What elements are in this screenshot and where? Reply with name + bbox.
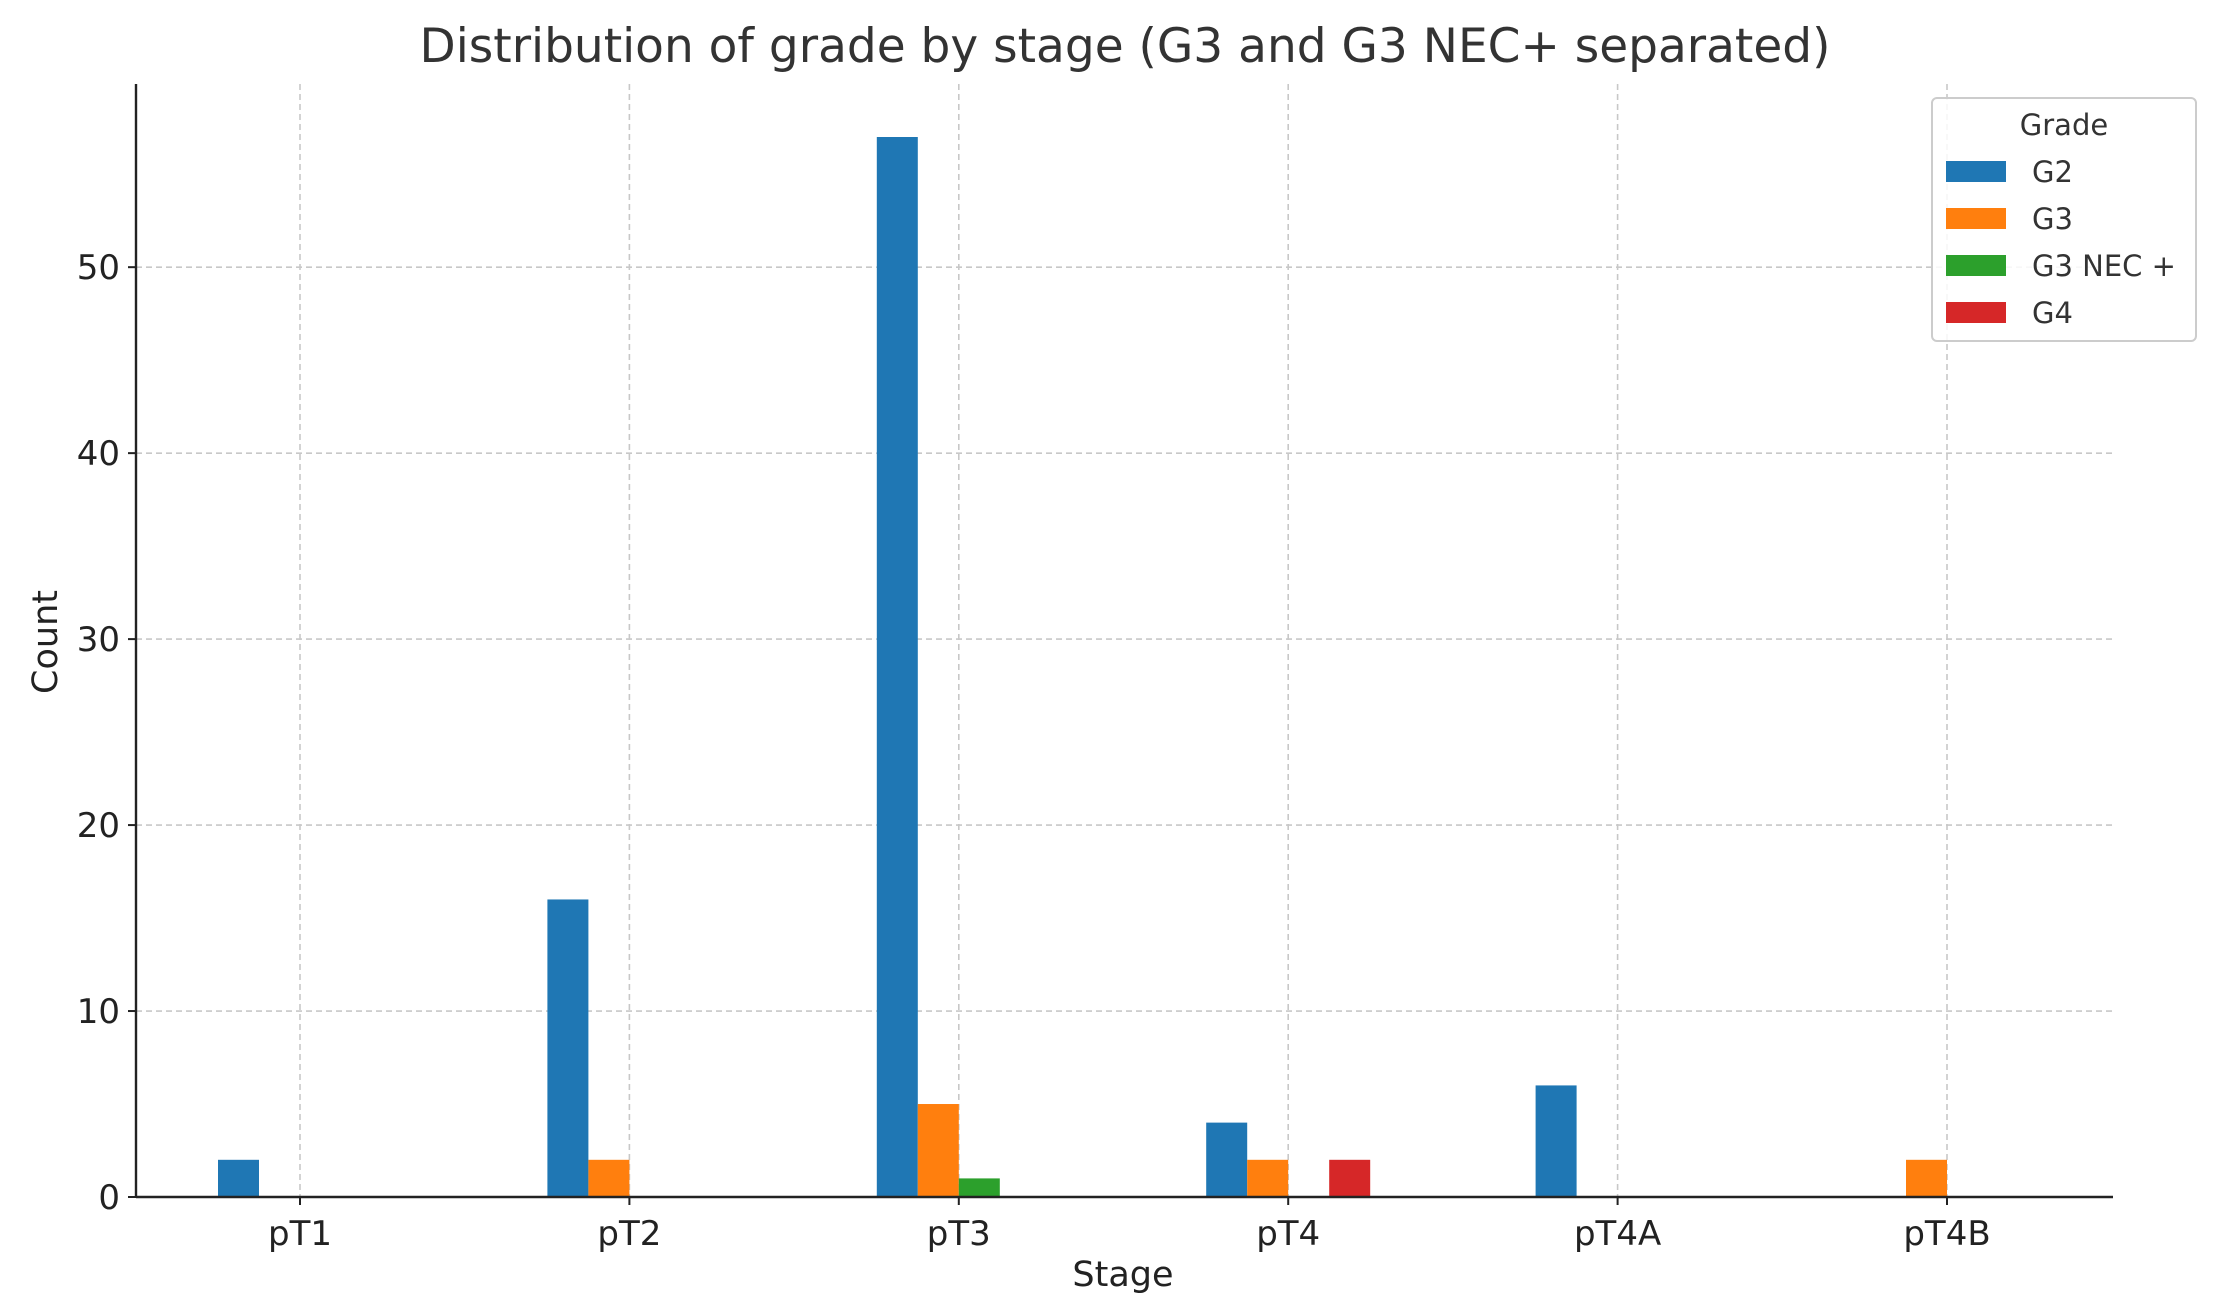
- bar-g3-pt2: [588, 1159, 630, 1197]
- bar-g4-pt4: [1329, 1159, 1371, 1197]
- legend-frame: [1931, 97, 2197, 342]
- legend-swatch: [1946, 302, 2006, 323]
- legend-label: G3 NEC +: [2032, 249, 2176, 283]
- x-tick-label: pT1: [268, 1214, 332, 1254]
- legend-items: G2 G3 G3 NEC + G4: [1946, 155, 2176, 330]
- bar-g3-pt3: [917, 1104, 959, 1197]
- y-tick-label: 0: [98, 1178, 120, 1218]
- x-tick-label: pT4B: [1903, 1214, 1990, 1254]
- bar-g2-pt4: [1206, 1122, 1248, 1197]
- bar-g2-pt3: [876, 137, 918, 1197]
- bar-g3-pt4b: [1906, 1159, 1947, 1197]
- y-tick-label: 50: [77, 248, 120, 288]
- y-axis-label: Count: [26, 590, 66, 694]
- legend-swatch: [1946, 208, 2006, 229]
- bar-g2-pt1: [218, 1159, 259, 1197]
- x-tick-label: pT3: [927, 1214, 991, 1254]
- legend: Grade G2 G3 G3 NEC + G4: [1931, 97, 2197, 342]
- legend-swatch: [1946, 255, 2006, 276]
- ticks-layer: 0 10 20 30 40 50 pT1 pT2 pT3 pT4 pT4A pT4B: [77, 248, 1991, 1254]
- y-tick-label: 10: [77, 992, 120, 1032]
- y-tick-label: 30: [77, 620, 120, 660]
- legend-label: G2: [2032, 155, 2073, 189]
- legend-swatch: [1946, 161, 2006, 182]
- x-axis-label: Stage: [1072, 1255, 1173, 1295]
- chart-title: Distribution of grade by stage (G3 and G…: [420, 19, 1831, 74]
- y-tick-label: 20: [77, 806, 120, 846]
- x-tick-label: pT4: [1256, 1214, 1320, 1254]
- legend-label: G4: [2032, 296, 2073, 330]
- x-tick-label: pT4A: [1574, 1214, 1661, 1254]
- bar-g2-pt2: [547, 899, 589, 1197]
- y-tick-label: 40: [77, 434, 120, 474]
- bar-g2-pt4a: [1535, 1085, 1577, 1197]
- legend-title: Grade: [2020, 108, 2108, 142]
- bars-layer: [218, 137, 1947, 1197]
- x-tick-label: pT2: [597, 1214, 661, 1254]
- legend-label: G3: [2032, 202, 2073, 236]
- bar-g3-pt4: [1247, 1159, 1289, 1197]
- bar-g3-nec-pt3: [958, 1178, 1000, 1197]
